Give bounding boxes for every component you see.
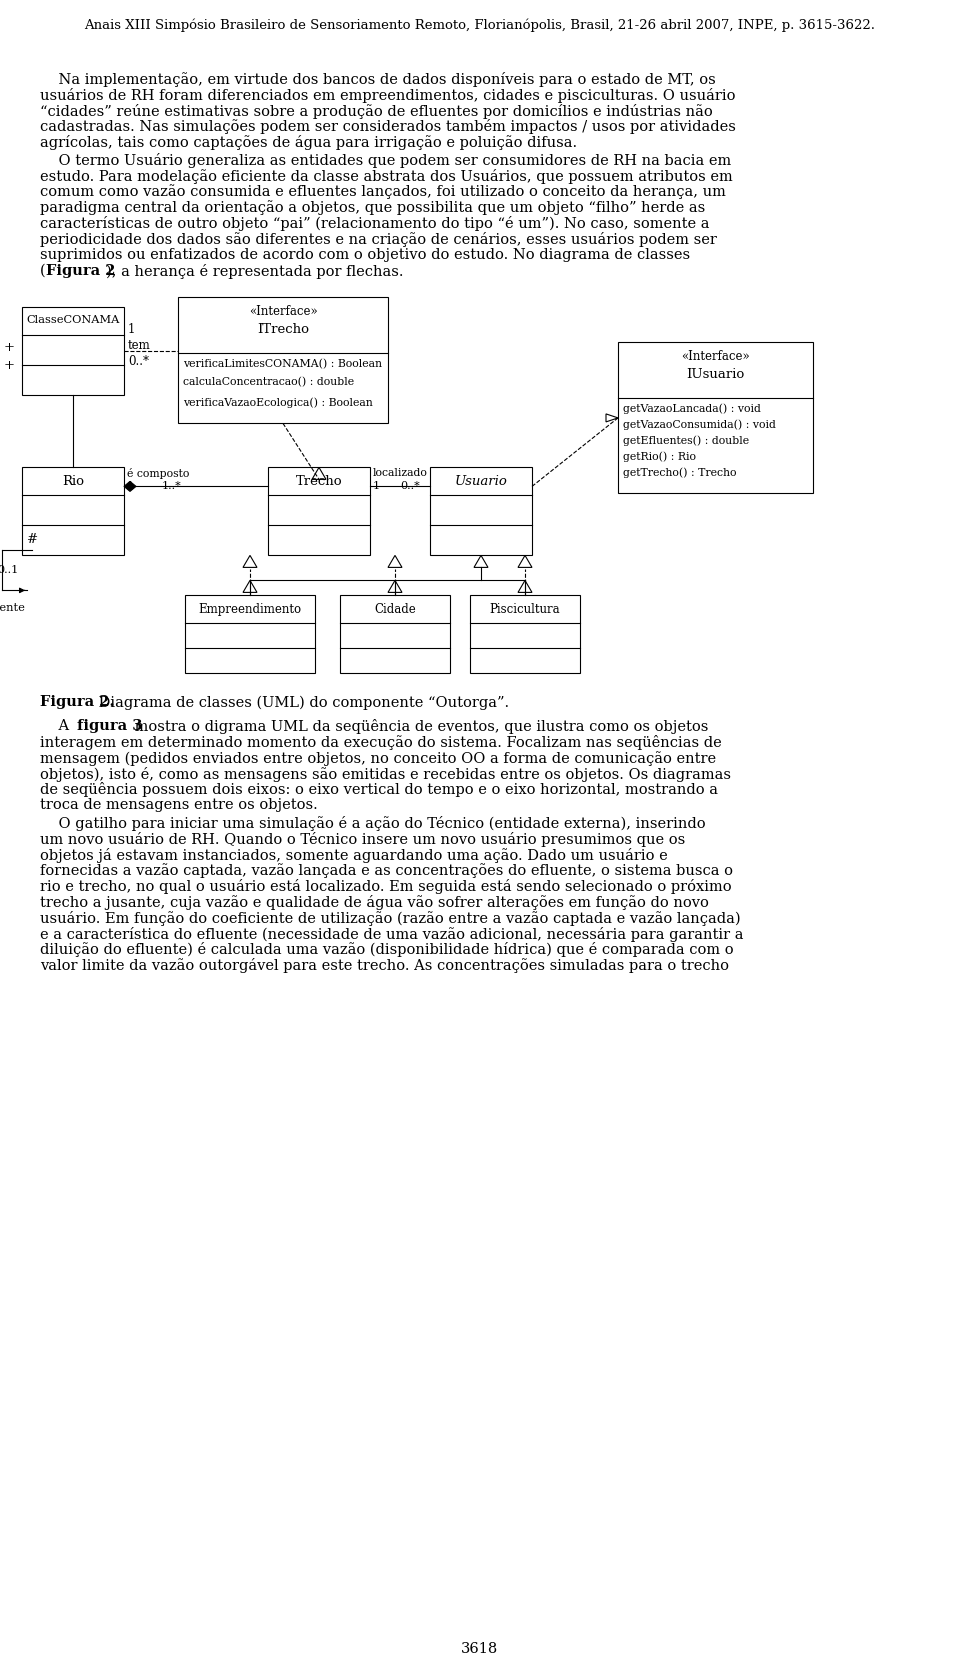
Text: getVazaoConsumida() : void: getVazaoConsumida() : void [623, 419, 776, 430]
Text: 1: 1 [127, 482, 134, 492]
Bar [268, 467, 370, 555]
Text: objetos já estavam instanciados, somente aguardando uma ação. Dado um usuário e: objetos já estavam instanciados, somente… [40, 847, 668, 862]
Text: (: ( [40, 264, 46, 277]
Text: +: + [4, 342, 15, 354]
Text: cadastradas. Nas simulações podem ser considerados também impactos / usos por at: cadastradas. Nas simulações podem ser co… [40, 120, 736, 135]
Text: ), a herança é representada por flechas.: ), a herança é representada por flechas. [106, 264, 403, 279]
Text: Usuario: Usuario [455, 475, 508, 488]
Text: “cidades” reúne estimativas sobre a produção de efluentes por domicílios e indús: “cidades” reúne estimativas sobre a prod… [40, 103, 712, 118]
Text: 0..*: 0..* [128, 355, 149, 369]
Text: Rio: Rio [62, 475, 84, 488]
Text: suprimidos ou enfatizados de acordo com o objetivo do estudo. No diagrama de cla: suprimidos ou enfatizados de acordo com … [40, 247, 690, 262]
Text: 1: 1 [128, 324, 135, 337]
Text: tem: tem [128, 339, 151, 352]
Text: verificaVazaoEcologica() : Boolean: verificaVazaoEcologica() : Boolean [183, 397, 372, 409]
Text: localizado: localizado [373, 468, 428, 478]
Text: 3618: 3618 [462, 1643, 498, 1656]
Text: IUsuario: IUsuario [686, 369, 745, 382]
Text: 1: 1 [373, 482, 380, 492]
Text: Figura 2.: Figura 2. [40, 696, 114, 709]
Text: interagem em determinado momento da execução do sistema. Focalizam nas seqüência: interagem em determinado momento da exec… [40, 736, 722, 751]
Text: ClasseCONAMA: ClasseCONAMA [26, 316, 120, 326]
Text: getEfluentes() : double: getEfluentes() : double [623, 435, 749, 445]
Text: agrícolas, tais como captações de água para irrigação e poluição difusa.: agrícolas, tais como captações de água p… [40, 135, 577, 149]
Text: mensagem (pedidos enviados entre objetos, no conceito OO a forma de comunicação : mensagem (pedidos enviados entre objetos… [40, 751, 716, 766]
Text: trecho a jusante, cuja vazão e qualidade de água vão sofrer alterações em função: trecho a jusante, cuja vazão e qualidade… [40, 895, 708, 910]
Bar [618, 342, 813, 493]
Text: Trecho: Trecho [296, 475, 343, 488]
Text: usuários de RH foram diferenciados em empreendimentos, cidades e pisciculturas. : usuários de RH foram diferenciados em em… [40, 88, 735, 103]
Text: rio e trecho, no qual o usuário está localizado. Em seguida está sendo seleciona: rio e trecho, no qual o usuário está loc… [40, 879, 732, 894]
Bar [340, 595, 450, 673]
Text: Empreendimento: Empreendimento [199, 603, 301, 616]
Bar [430, 467, 532, 555]
Text: é composto: é composto [127, 468, 189, 480]
Text: Figura 2: Figura 2 [46, 264, 116, 277]
Text: «Interface»: «Interface» [249, 306, 318, 319]
Text: mostra o digrama UML da seqüência de eventos, que ilustra como os objetos: mostra o digrama UML da seqüência de eve… [130, 719, 708, 734]
Text: A: A [40, 719, 74, 733]
Polygon shape [124, 482, 136, 492]
Text: de seqüência possuem dois eixos: o eixo vertical do tempo e o eixo horizontal, m: de seqüência possuem dois eixos: o eixo … [40, 782, 718, 797]
Text: O gatilho para iniciar uma simulação é a ação do Técnico (entidade externa), ins: O gatilho para iniciar uma simulação é a… [40, 816, 706, 830]
Text: troca de mensagens entre os objetos.: troca de mensagens entre os objetos. [40, 799, 318, 812]
Text: periodicidade dos dados são diferentes e na criação de cenários, esses usuários : periodicidade dos dados são diferentes e… [40, 233, 717, 247]
Text: valor limite da vazão outorgável para este trecho. As concentrações simuladas pa: valor limite da vazão outorgável para es… [40, 958, 729, 973]
Text: 0..1: 0..1 [0, 565, 18, 575]
Text: getRio() : Rio: getRio() : Rio [623, 452, 696, 462]
Text: +: + [4, 359, 15, 372]
Text: é afluente: é afluente [0, 603, 25, 613]
Bar [470, 595, 580, 673]
Text: Anais XIII Simpósio Brasileiro de Sensoriamento Remoto, Florianópolis, Brasil, 2: Anais XIII Simpósio Brasileiro de Sensor… [84, 18, 876, 32]
Text: O termo Usuário generaliza as entidades que podem ser consumidores de RH na baci: O termo Usuário generaliza as entidades … [40, 153, 732, 168]
Text: fornecidas a vazão captada, vazão lançada e as concentrações do efluente, o sist: fornecidas a vazão captada, vazão lançad… [40, 864, 733, 879]
Text: Cidade: Cidade [374, 603, 416, 616]
Text: #: # [27, 533, 38, 546]
Bar [185, 595, 315, 673]
Bar [178, 297, 388, 424]
Text: Diagrama de classes (UML) do componente “Outorga”.: Diagrama de classes (UML) do componente … [94, 696, 509, 709]
Text: comum como vazão consumida e efluentes lançados, foi utilizado o conceito da her: comum como vazão consumida e efluentes l… [40, 184, 726, 199]
Bar [22, 307, 124, 395]
Text: Na implementação, em virtude dos bancos de dados disponíveis para o estado de MT: Na implementação, em virtude dos bancos … [40, 71, 716, 86]
Text: getTrecho() : Trecho: getTrecho() : Trecho [623, 467, 736, 478]
Bar [22, 467, 124, 555]
Text: calculaConcentracao() : double: calculaConcentracao() : double [183, 377, 354, 387]
Text: 1..*: 1..* [162, 482, 181, 492]
Text: estudo. Para modelação eficiente da classe abstrata dos Usuários, que possuem at: estudo. Para modelação eficiente da clas… [40, 169, 732, 184]
Text: objetos), isto é, como as mensagens são emitidas e recebidas entre os objetos. O: objetos), isto é, como as mensagens são … [40, 767, 731, 782]
Text: figura 3: figura 3 [77, 719, 142, 733]
Text: características de outro objeto “pai” (relacionamento do tipo “é um”). No caso, : características de outro objeto “pai” (r… [40, 216, 709, 231]
Text: verificaLimitesCONAMA() : Boolean: verificaLimitesCONAMA() : Boolean [183, 359, 382, 370]
Text: «Interface»: «Interface» [682, 350, 750, 364]
Text: 0..*: 0..* [400, 482, 420, 492]
Text: diluição do efluente) é calculada uma vazão (disponibilidade hídrica) que é comp: diluição do efluente) é calculada uma va… [40, 942, 733, 957]
Text: usuário. Em função do coeficiente de utilização (razão entre a vazão captada e v: usuário. Em função do coeficiente de uti… [40, 910, 740, 925]
Text: e a característica do efluente (necessidade de uma vazão adicional, necessária p: e a característica do efluente (necessid… [40, 927, 743, 942]
Text: um novo usuário de RH. Quando o Técnico insere um novo usuário presumimos que os: um novo usuário de RH. Quando o Técnico … [40, 832, 685, 847]
Text: ITrecho: ITrecho [257, 324, 309, 337]
Text: paradigma central da orientação a objetos, que possibilita que um objeto “filho”: paradigma central da orientação a objeto… [40, 201, 706, 216]
Text: Piscicultura: Piscicultura [490, 603, 561, 616]
Text: getVazaoLancada() : void: getVazaoLancada() : void [623, 404, 761, 414]
